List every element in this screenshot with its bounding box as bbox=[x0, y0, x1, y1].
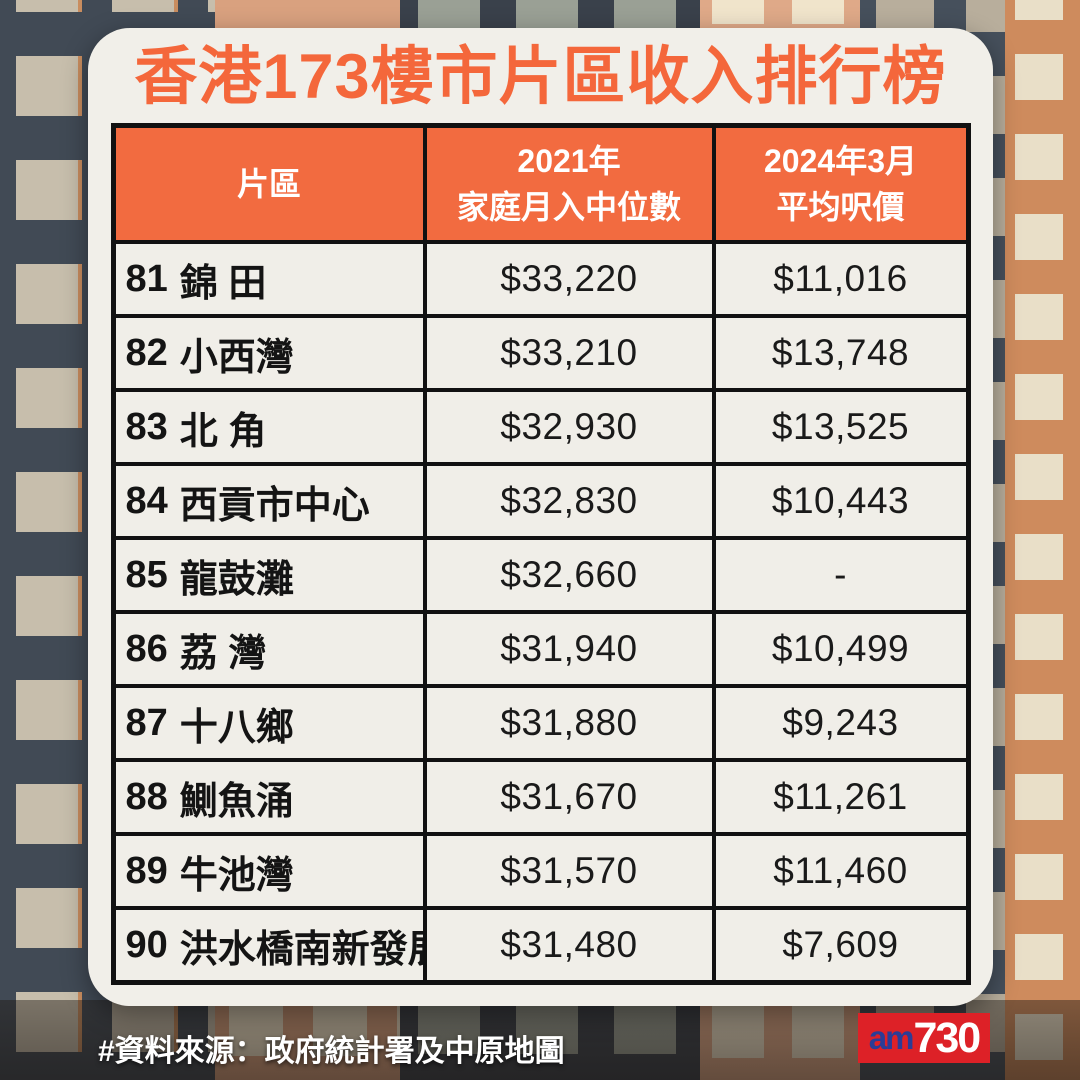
source-note: #資料來源：政府統計署及中原地圖 bbox=[98, 1035, 565, 1068]
income-cell: $32,830 bbox=[426, 466, 712, 537]
income-cell: $33,220 bbox=[426, 244, 712, 315]
district-cell: 87 十八鄉 bbox=[115, 688, 423, 759]
infographic-card: 香港173樓市片區收入排行榜 片區 2021年 家庭月入中位數 2024年3月 … bbox=[88, 28, 993, 1006]
price-cell: $7,609 bbox=[715, 910, 966, 981]
district-rank: 85 bbox=[125, 553, 168, 596]
price-cell: $10,499 bbox=[715, 614, 966, 685]
income-cell: $32,660 bbox=[426, 540, 712, 611]
price-cell: $9,243 bbox=[715, 688, 966, 759]
price-cell: $11,016 bbox=[715, 244, 966, 315]
district-rank: 83 bbox=[125, 405, 168, 448]
price-cell: $11,460 bbox=[715, 836, 966, 907]
page-title: 香港173樓市片區收入排行榜 bbox=[134, 42, 947, 112]
price-cell: $13,525 bbox=[715, 392, 966, 463]
price-cell: $13,748 bbox=[715, 318, 966, 389]
district-name: 西貢市中心 bbox=[179, 484, 370, 527]
header-price-line1: 2024年3月 bbox=[764, 142, 917, 179]
district-cell: 81 錦 田 bbox=[115, 244, 423, 315]
column-header-income: 2021年 家庭月入中位數 bbox=[426, 128, 712, 241]
district-cell: 85 龍鼓灘 bbox=[115, 540, 423, 611]
district-cell: 86 荔 灣 bbox=[115, 614, 423, 685]
am730-logo-am: am bbox=[868, 1019, 915, 1056]
income-cell: $31,480 bbox=[426, 910, 712, 981]
am730-logo-730: 730 bbox=[913, 1013, 981, 1062]
district-name: 洪水橋南新發展 bbox=[179, 928, 423, 971]
income-cell: $31,670 bbox=[426, 762, 712, 833]
header-income-line1: 2021年 bbox=[517, 142, 621, 179]
ranking-table: 片區 2021年 家庭月入中位數 2024年3月 平均呎價 81 錦 田 $33… bbox=[110, 123, 971, 986]
column-header-price: 2024年3月 平均呎價 bbox=[715, 128, 966, 241]
price-cell: - bbox=[715, 540, 966, 611]
district-rank: 84 bbox=[125, 479, 168, 522]
income-cell: $31,940 bbox=[426, 614, 712, 685]
income-cell: $33,210 bbox=[426, 318, 712, 389]
district-name: 龍鼓灘 bbox=[179, 558, 294, 601]
district-cell: 89 牛池灣 bbox=[115, 836, 423, 907]
district-name: 荔 灣 bbox=[179, 632, 267, 675]
income-cell: $31,570 bbox=[426, 836, 712, 907]
apartment-tower-orange-edge bbox=[1005, 0, 1080, 1080]
district-rank: 89 bbox=[125, 849, 168, 892]
income-cell: $32,930 bbox=[426, 392, 712, 463]
district-name: 鰂魚涌 bbox=[179, 780, 294, 823]
district-rank: 86 bbox=[125, 627, 168, 670]
district-name: 十八鄉 bbox=[179, 706, 294, 749]
district-rank: 82 bbox=[125, 331, 168, 374]
district-cell: 82 小西灣 bbox=[115, 318, 423, 389]
district-cell: 84 西貢市中心 bbox=[115, 466, 423, 537]
income-cell: $31,880 bbox=[426, 688, 712, 759]
district-cell: 88 鰂魚涌 bbox=[115, 762, 423, 833]
column-header-district: 片區 bbox=[115, 128, 423, 241]
am730-logo: am 730 bbox=[858, 1013, 990, 1063]
price-cell: $11,261 bbox=[715, 762, 966, 833]
district-rank: 88 bbox=[125, 775, 168, 818]
district-rank: 81 bbox=[125, 257, 168, 300]
header-district-label: 片區 bbox=[236, 165, 301, 202]
header-price-line2: 平均呎價 bbox=[776, 189, 905, 226]
district-rank: 87 bbox=[125, 701, 168, 744]
district-name: 小西灣 bbox=[179, 336, 294, 379]
district-cell: 83 北 角 bbox=[115, 392, 423, 463]
district-cell: 90 洪水橋南新發展 bbox=[115, 910, 423, 981]
district-name: 牛池灣 bbox=[179, 854, 294, 897]
price-cell: $10,443 bbox=[715, 466, 966, 537]
district-rank: 90 bbox=[125, 923, 168, 966]
district-name: 錦 田 bbox=[179, 262, 267, 305]
district-name: 北 角 bbox=[179, 410, 267, 453]
header-income-line2: 家庭月入中位數 bbox=[456, 189, 681, 226]
